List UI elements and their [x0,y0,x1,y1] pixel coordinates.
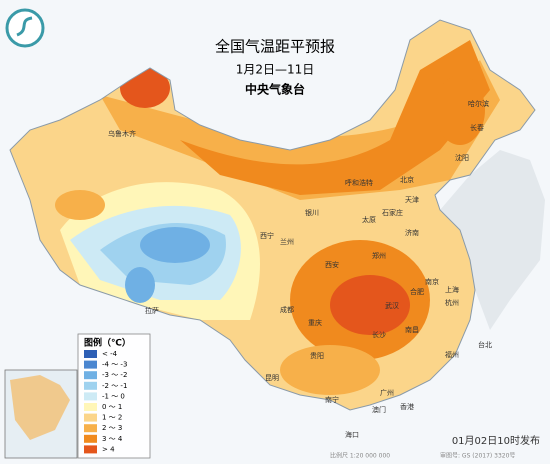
legend-label: < -4 [102,350,118,358]
city: 沈阳 [455,153,469,162]
legend-swatch [84,350,97,358]
city: 香港 [400,402,414,411]
legend-title: 图例（℃） [84,337,131,349]
legend-swatch [84,424,97,433]
city: 昆明 [265,374,279,382]
subtitle: 1月2日—11日 [236,63,315,77]
legend-label: > 4 [102,445,115,453]
city: 西宁 [260,231,274,240]
legend-label: -2 ～ -1 [102,382,127,390]
city: 福州 [445,350,459,359]
inset-land [10,375,70,440]
city: 长沙 [372,330,386,339]
city: 南昌 [405,325,419,334]
legend-label: 0 ～ 1 [102,403,122,411]
city: 澳门 [372,405,386,414]
legend-label: 1 ～ 2 [102,414,122,422]
city: 合肥 [410,287,424,296]
scale: 比例尺 1:20 000 000 [330,452,390,460]
city: 哈尔滨 [468,99,489,108]
legend-label: -4 ～ -3 [102,361,127,369]
legend-label: 3 ～ 4 [102,435,123,443]
city: 郑州 [372,252,386,260]
legend-label: -1 ～ 0 [102,392,125,400]
city: 南宁 [325,395,339,404]
issue-time: 01月02日10时发布 [452,434,540,447]
city: 武汉 [385,301,399,310]
city-labels: 乌鲁木齐 哈尔滨 长春 沈阳 呼和浩特 北京 天津 银川 太原 石家庄 西宁 兰… [108,99,492,439]
city: 杭州 [445,298,459,307]
city: 天津 [405,196,419,204]
legend: 图例（℃） < -4 -4 ～ -3 -3 ～ -2 -2 ～ -1 -1 ～ 0 0 ～… [77,333,151,459]
city: 贵阳 [310,351,324,360]
logo-mark [16,16,33,37]
legend-swatch [84,445,97,454]
city: 重庆 [308,318,322,327]
city: 上海 [445,285,459,294]
title: 全国气温距平预报 [215,38,335,56]
city: 台北 [478,340,492,349]
city: 南京 [425,277,439,286]
city: 长春 [470,123,484,132]
city: 西安 [325,260,339,269]
legend-swatch [84,360,97,369]
legend-swatch [84,381,97,390]
approval: 审图号: GS (2017) 3320号 [440,452,515,460]
legend-swatch [84,371,97,380]
city: 石家庄 [382,208,403,217]
issuer: 中央气象台 [245,82,305,97]
city: 济南 [405,228,419,237]
city: 银川 [305,208,319,217]
city: 呼和浩特 [345,178,373,187]
city: 乌鲁木齐 [108,129,136,138]
neighbor-land [440,150,545,330]
city: 北京 [400,175,414,184]
city: 拉萨 [145,306,159,315]
city: 太原 [362,215,376,224]
legend-label: -3 ～ -2 [102,371,127,379]
legend-swatch [84,403,97,411]
city: 成都 [280,305,294,314]
legend-swatch [84,392,97,401]
city: 兰州 [280,237,294,246]
legend-swatch [84,434,97,443]
legend-swatch [84,413,97,422]
legend-label: 2 ～ 3 [102,424,122,432]
city: 海口 [345,430,359,439]
city: 广州 [380,388,394,397]
